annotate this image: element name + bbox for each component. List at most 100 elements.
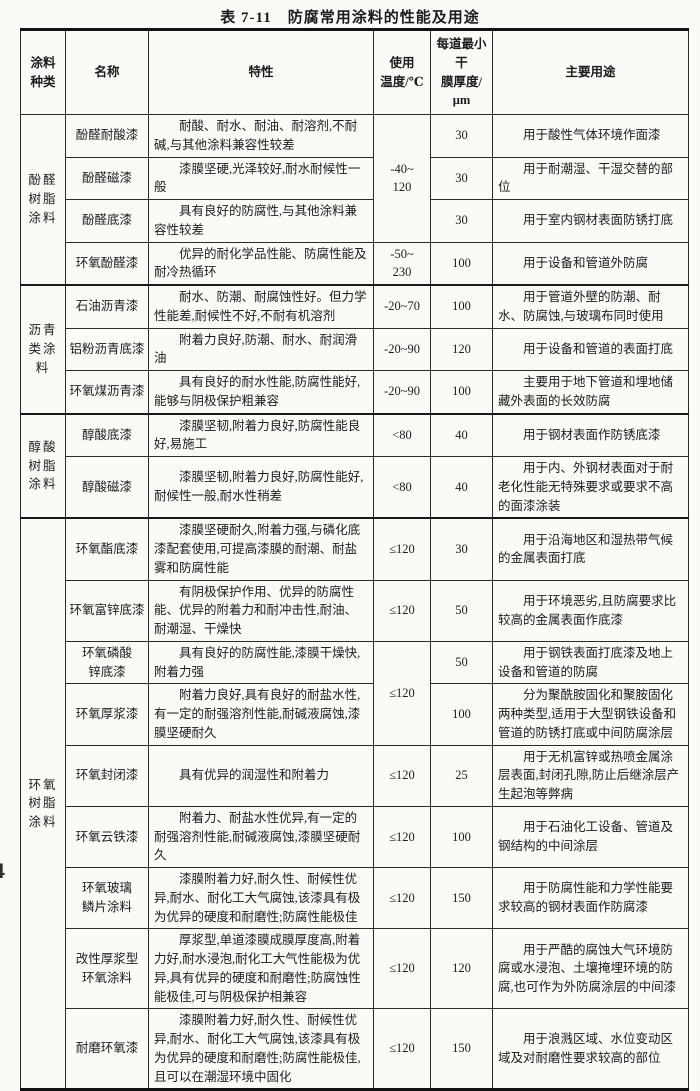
trait-cell: 具有良好的防腐性,与其他涂料兼容性较差 (148, 199, 374, 243)
name-cell: 环氧富锌底漆 (65, 579, 149, 642)
temp-cell: ≤120 (373, 744, 431, 807)
table-row: 环氧煤沥青漆 具有良好的耐水性能,防腐性能好,能够与阴极保护粗兼容 -20~90 10… (21, 370, 689, 414)
category-cell: 醇酸 树脂 涂料 (20, 412, 66, 519)
use-cell: 用于钢材表面作防锈底漆 (492, 412, 689, 457)
temp-cell: -40~ 120 (373, 114, 431, 243)
name-cell: 环氧磷酸 锌底漆 (65, 640, 149, 685)
use-cell: 用于管道外壁的防潮、耐水、防腐蚀,与玻璃布同时使用 (492, 284, 689, 329)
name-cell: 醇酸磁漆 (65, 456, 149, 519)
table-title: 表 7-11 防腐常用涂料的性能及用途 (220, 10, 480, 26)
name-cell: 耐磨环氧漆 (65, 1008, 149, 1091)
table-row: 醇酸磁漆 漆膜坚韧,附着力良好,防腐性能好,耐候性一般,耐水性稍差 <80 40 用于内… (21, 456, 689, 519)
thickness-cell: 30 (430, 114, 493, 158)
temp-cell: -50~ 230 (373, 241, 431, 286)
trait-cell: 漆膜坚硬,光泽较好,耐水耐候性一般 (148, 156, 374, 200)
thickness-cell: 100 (430, 241, 493, 286)
name-cell: 环氧封闭漆 (65, 744, 149, 807)
name-cell: 环氧玻璃 鳞片涂料 (65, 866, 149, 930)
use-cell: 用于浪溅区域、水位变动区域及对耐磨性要求较高的部位 (492, 1008, 689, 1091)
trait-cell: 漆膜附着力好,耐久性、耐候性优异,耐水、耐化工大气腐蚀,该漆具有极为优异的硬度和… (148, 866, 374, 930)
table-row: 耐磨环氧漆 漆膜附着力好,耐久性、耐候性优异,耐水、耐化工大气腐蚀,该漆具有极为优… (21, 1008, 689, 1091)
table-row: 环氧玻璃 鳞片涂料 漆膜附着力好,耐久性、耐候性优异,耐水、耐化工大气腐蚀,该漆具… (21, 866, 689, 930)
name-cell: 改性厚浆型 环氧涂料 (65, 928, 149, 1010)
use-cell: 用于室内钢材表面防锈打底 (492, 199, 689, 243)
table-row: 环氧云铁漆 附着力、耐盐水性优异,有一定的耐强溶剂性能,耐碱液腐蚀,漆膜坚硬耐久 ≤… (21, 805, 689, 869)
temp-cell: ≤120 (373, 579, 431, 642)
table-row: 醇酸 树脂 涂料 醇酸底漆 漆膜坚韧,附着力良好,防腐性能良好,易施工 <80 40 用于… (20, 412, 689, 519)
thickness-cell: 100 (430, 683, 493, 746)
column-header-4: 每道最小干 膜厚度/μm (430, 29, 493, 115)
temp-cell: ≤120 (373, 866, 431, 930)
name-cell: 环氧煤沥青漆 (65, 370, 149, 414)
use-cell: 用于沿海地区和湿热带气候的金属表面打底 (492, 517, 689, 581)
use-cell: 分为聚酰胺固化和聚胺固化两种类型,适用于大型钢铁设备和管道的防锈打底或中间防腐涂… (492, 683, 689, 746)
trait-cell: 漆膜坚硬耐久,附着力强,与磷化底漆配套使用,可提高漆膜的耐潮、耐盐雾和防腐性能 (148, 517, 374, 581)
table-row: 环氧酚醛漆 优异的耐化学品性能、防腐性能及耐冷热循环 -50~ 230 100 用于设备… (21, 241, 689, 286)
use-cell: 用于环境恶劣,且防腐要求比较高的金属表面作底漆 (492, 579, 689, 642)
name-cell: 铝粉沥青底漆 (65, 327, 149, 371)
table-row: 沥青 类涂 料石油沥青漆 耐水、防潮、耐腐蚀性好。但力学性能差,耐候性不好,不耐有… (20, 284, 689, 414)
table-row: 酚醛磁漆 漆膜坚硬,光泽较好,耐水耐候性一般 30 用于耐潮湿、干湿交替的部位 (21, 156, 689, 200)
table-row: 环氧厚浆漆 附着力良好,具有良好的耐盐水性,有一定的耐强溶剂性能,耐碱液腐蚀,漆膜… (21, 683, 689, 746)
temp-cell: ≤120 (373, 640, 431, 746)
thickness-cell: 120 (430, 928, 493, 1010)
temp-cell: ≤120 (373, 928, 431, 1010)
category-cell: 环氧 树脂 涂料 (20, 517, 66, 1091)
temp-cell: -20~70 (373, 284, 431, 329)
column-header-2: 特性 (148, 29, 374, 115)
temp-cell: ≤120 (373, 805, 431, 869)
use-cell: 用于内、外钢材表面对于耐老化性能无特殊要求或要求不高的面漆涂装 (492, 456, 689, 519)
coatings-table: 涂料 种类 名称 特性 使用 温度/℃ 每道最小干 膜厚度/μm 主要用途 酚醛 树脂 涂… (20, 28, 689, 1091)
temp-cell: -20~90 (373, 370, 431, 414)
thickness-cell: 25 (430, 744, 493, 807)
thickness-cell: 50 (430, 579, 493, 642)
temp-cell: -20~90 (373, 327, 431, 371)
trait-cell: 附着力良好,具有良好的耐盐水性,有一定的耐强溶剂性能,耐碱液腐蚀,漆膜坚硬耐久 (148, 683, 374, 746)
thickness-cell: 30 (430, 199, 493, 243)
column-header-5: 主要用途 (492, 29, 689, 115)
thickness-cell: 100 (430, 284, 493, 329)
category-cell: 酚醛 树脂 涂料 (20, 114, 66, 286)
thickness-cell: 50 (430, 640, 493, 685)
thickness-cell: 100 (430, 370, 493, 414)
thickness-cell: 150 (430, 866, 493, 930)
table-row: 环氧 树脂 涂料 环氧酯底漆 漆膜坚硬耐久,附着力强,与磷化底漆配套使用,可提高漆膜… (20, 517, 689, 1091)
trait-cell: 耐酸、耐水、耐油、耐溶剂,不耐碱,与其他涂料兼容性较差 (148, 114, 374, 158)
thickness-cell: 150 (430, 1008, 493, 1091)
temp-cell: <80 (373, 456, 431, 519)
category-cell: 沥青 类涂 料 (20, 284, 66, 414)
use-cell: 用于石油化工设备、管道及钢结构的中间涂层 (492, 805, 689, 869)
table-row: 环氧富锌底漆 有阴极保护作用、优异的防腐性能、优异的附着力和耐冲击性,耐油、耐潮湿… (21, 579, 689, 642)
table-row: 环氧封闭漆 具有优异的润湿性和附着力 ≤120 25 用于无机富锌或热喷金属涂层表面,封… (21, 744, 689, 807)
table-row: 铝粉沥青底漆 附着力良好,防潮、耐水、耐润滑油 -20~90 120 用于设备和管道的表… (21, 327, 689, 371)
page: 表 7-11 防腐常用涂料的性能及用途 涂料 种类 名称 特性 使用 温度/℃ 每道最小… (0, 10, 689, 1091)
thickness-cell: 40 (430, 412, 493, 457)
trait-cell: 厚浆型,单道漆膜成膜厚度高,附着力好,耐水浸泡,耐化工大气性能极为优异,具有优异… (148, 928, 374, 1010)
temp-cell: <80 (373, 412, 431, 457)
name-cell: 石油沥青漆 (65, 284, 149, 329)
thickness-cell: 120 (430, 327, 493, 371)
trait-cell: 附着力良好,防潮、耐水、耐润滑油 (148, 327, 374, 371)
name-cell: 酚醛耐酸漆 (65, 114, 149, 158)
table-row: 酚醛底漆 具有良好的防腐性,与其他涂料兼容性较差 30 用于室内钢材表面防锈打底 (21, 199, 689, 243)
temp-cell: ≤120 (373, 1008, 431, 1091)
thickness-cell: 40 (430, 456, 493, 519)
use-cell: 用于钢铁表面打底漆及地上设备和管道的防腐 (492, 640, 689, 685)
column-header-3: 使用 温度/℃ (373, 29, 431, 115)
page-number-artifact: 4 (0, 860, 5, 884)
trait-cell: 耐水、防潮、耐腐蚀性好。但力学性能差,耐候性不好,不耐有机溶剂 (148, 284, 374, 329)
name-cell: 酚醛底漆 (65, 199, 149, 243)
column-header-1: 名称 (65, 29, 149, 115)
name-cell: 醇酸底漆 (65, 412, 149, 457)
trait-cell: 漆膜附着力好,耐久性、耐候性优异,耐水、耐化工大气腐蚀,该漆具有极为优异的硬度和… (148, 1008, 374, 1091)
trait-cell: 具有优异的润湿性和附着力 (148, 744, 374, 807)
table-row: 改性厚浆型 环氧涂料 厚浆型,单道漆膜成膜厚度高,附着力好,耐水浸泡,耐化工大气性… (21, 928, 689, 1010)
column-header-0: 涂料 种类 (20, 29, 66, 115)
thickness-cell: 100 (430, 805, 493, 869)
table-row: 酚醛 树脂 涂料 酚醛耐酸漆 耐酸、耐水、耐油、耐溶剂,不耐碱,与其他涂料兼容性较差… (20, 114, 689, 286)
use-cell: 用于防腐性能和力学性能要求较高的钢材表面作防腐漆 (492, 866, 689, 930)
thickness-cell: 30 (430, 517, 493, 581)
table-header: 涂料 种类 名称 特性 使用 温度/℃ 每道最小干 膜厚度/μm 主要用途 (20, 29, 689, 115)
table-row: 环氧磷酸 锌底漆 具有良好的防腐性能,漆膜干燥快,附着力强 ≤120 50 用于钢铁表面… (21, 640, 689, 746)
use-cell: 用于设备和管道的表面打底 (492, 327, 689, 371)
